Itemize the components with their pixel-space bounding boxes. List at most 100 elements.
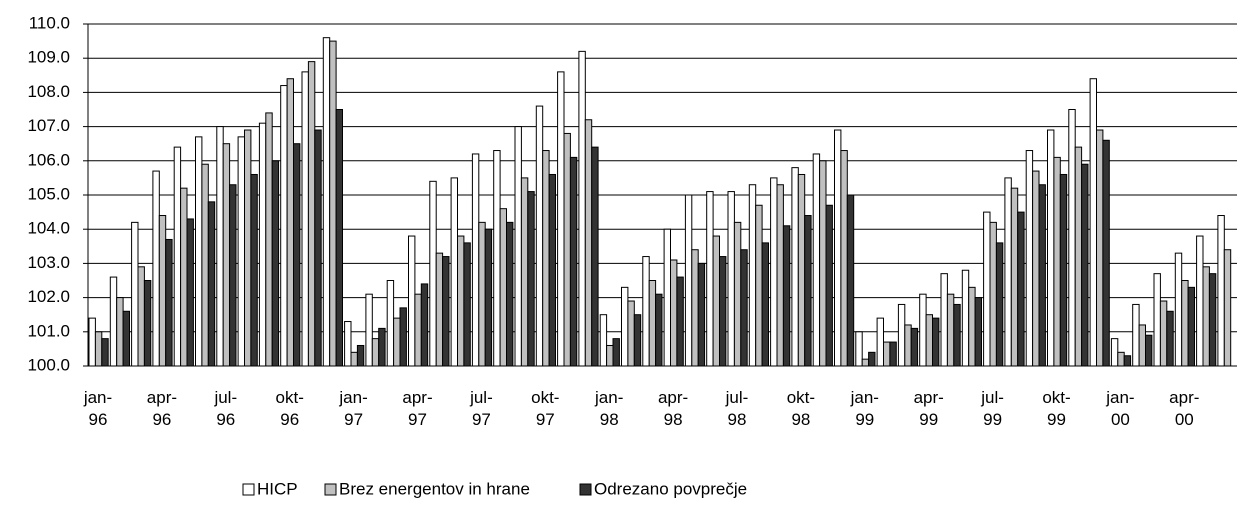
bar	[953, 303, 961, 367]
bar	[733, 221, 742, 367]
x-tick-label: jan- 00	[1105, 388, 1134, 429]
x-tick-label: okt- 98	[787, 388, 815, 429]
bar	[180, 187, 188, 367]
x-tick-label: jan- 97	[338, 388, 367, 429]
bar	[506, 221, 514, 367]
x-tick-label-line: 00	[1175, 410, 1194, 429]
x-tick-label-line: apr-	[658, 388, 688, 407]
y-tick-label: 107.0	[27, 116, 70, 135]
y-tick-label: 106.0	[27, 150, 70, 169]
bar	[548, 173, 556, 367]
bar	[1038, 184, 1046, 367]
bar	[925, 314, 933, 367]
bar	[420, 283, 429, 367]
bar	[186, 218, 194, 367]
bar	[868, 351, 876, 367]
bar	[569, 156, 578, 367]
bar	[968, 286, 976, 367]
bar	[137, 266, 145, 367]
x-tick-label: apr- 00	[1169, 388, 1199, 429]
bar	[365, 293, 373, 367]
bar	[770, 177, 778, 367]
bar	[557, 71, 565, 367]
bar	[791, 167, 799, 367]
bar	[356, 344, 365, 367]
x-tick-label-line: jan-	[83, 388, 112, 407]
bar	[1032, 170, 1040, 367]
bar	[748, 184, 757, 367]
bar	[676, 276, 684, 367]
y-tick-label: 100.0	[27, 355, 70, 374]
bar	[280, 85, 288, 367]
bar	[158, 215, 167, 367]
y-tick-label: 105.0	[27, 184, 70, 203]
bar	[761, 242, 769, 367]
bar	[782, 225, 791, 367]
x-tick-label-line: 97	[472, 410, 491, 429]
bar	[457, 235, 465, 367]
x-tick-label-line: jul-	[725, 388, 749, 407]
bar	[484, 228, 493, 367]
y-tick-label: 108.0	[27, 82, 70, 101]
x-tick-label-line: jul-	[980, 388, 1004, 407]
legend-swatch	[324, 483, 337, 496]
bar	[804, 215, 812, 367]
x-tick-label: jan- 96	[83, 388, 112, 429]
x-tick-label-line: 97	[344, 410, 363, 429]
bar	[627, 300, 635, 367]
bar	[429, 180, 437, 367]
bar	[322, 37, 331, 367]
bar	[152, 170, 160, 367]
bar	[876, 317, 884, 367]
bar	[983, 211, 991, 367]
bar	[1138, 324, 1146, 367]
bar	[378, 327, 386, 367]
bar	[286, 78, 295, 367]
legend-swatch	[579, 483, 592, 496]
bar	[1132, 303, 1140, 367]
bar	[599, 314, 608, 367]
x-tick-label: apr- 96	[147, 388, 177, 429]
bar	[265, 112, 273, 367]
bar	[1110, 338, 1119, 367]
x-tick-label-line: 98	[664, 410, 683, 429]
bar	[344, 321, 352, 367]
x-tick-label: jul- 97	[469, 388, 493, 429]
bar	[542, 150, 550, 367]
bar	[195, 136, 203, 367]
bar	[250, 173, 258, 367]
x-tick-label-line: jul-	[213, 388, 237, 407]
bar	[527, 191, 535, 367]
bar	[1047, 129, 1055, 367]
bar	[663, 228, 671, 367]
bar	[563, 132, 571, 367]
bar	[584, 119, 593, 367]
bar	[812, 153, 821, 367]
bar	[606, 344, 614, 367]
bar	[122, 310, 130, 367]
y-tick-label: 103.0	[27, 253, 70, 272]
bar	[706, 191, 714, 367]
bar	[825, 204, 833, 367]
bar	[719, 256, 727, 367]
bar	[889, 341, 897, 367]
bar	[1068, 109, 1076, 367]
x-tick-label: apr- 97	[402, 388, 432, 429]
bar	[591, 146, 599, 367]
x-tick-label-line: 98	[728, 410, 747, 429]
x-tick-label-line: 96	[89, 410, 108, 429]
x-tick-label-line: 99	[1047, 410, 1066, 429]
bar	[932, 317, 940, 367]
bar	[271, 160, 280, 367]
bar	[1166, 310, 1174, 367]
bar	[293, 143, 301, 367]
x-tick-label: jan- 98	[594, 388, 623, 429]
bar	[350, 351, 358, 367]
bar	[621, 286, 629, 367]
bar	[478, 221, 486, 367]
bar	[1153, 273, 1161, 367]
bar	[435, 252, 444, 367]
bar	[1217, 215, 1225, 367]
bar	[776, 184, 784, 367]
x-tick-label: apr- 98	[658, 388, 688, 429]
